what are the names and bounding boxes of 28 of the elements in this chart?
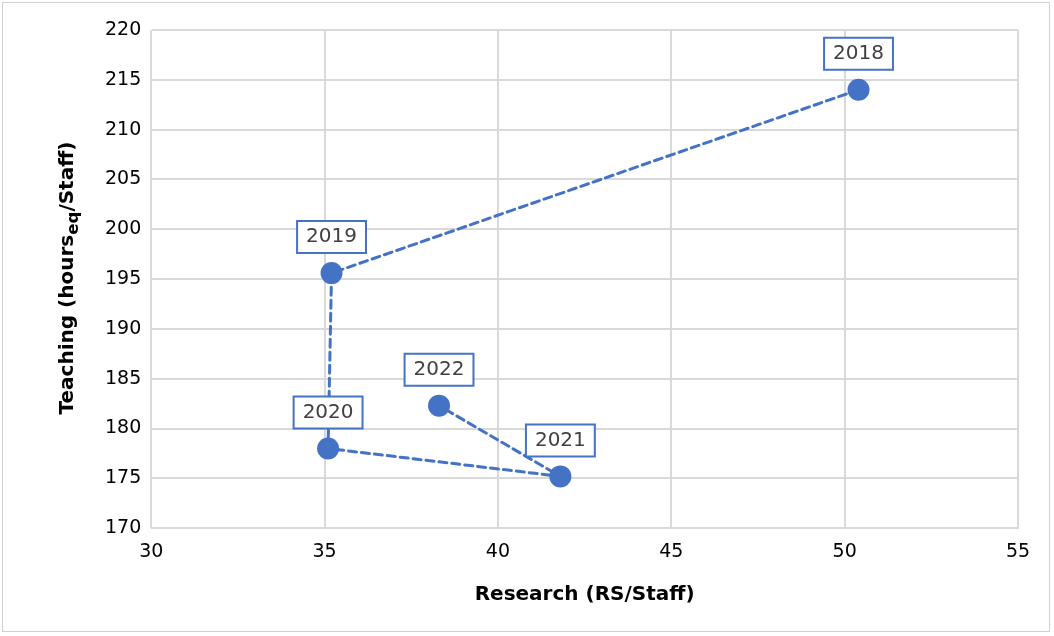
y-tick-label: 180 [105, 415, 142, 438]
y-tick-label: 195 [105, 266, 142, 289]
annotation: 2020 [302, 398, 354, 423]
y-tick-label: 170 [105, 515, 142, 538]
y-tick-label: 200 [105, 216, 142, 239]
point [317, 437, 340, 460]
x-tick-label: 35 [312, 538, 337, 561]
y-tick-label: 220 [105, 16, 142, 39]
x-tick-label: 50 [832, 538, 857, 561]
point [549, 465, 572, 488]
y-tick-label: 190 [105, 315, 142, 338]
x-tick-label: 30 [139, 538, 164, 561]
annotation: 2018 [833, 39, 884, 64]
x-tick-label: 55 [1005, 538, 1031, 561]
x-tick-label: 45 [659, 538, 684, 561]
point [320, 262, 343, 285]
y-tick-label: 185 [105, 365, 142, 388]
y-tick-label: 205 [105, 166, 142, 189]
y-tick-label: 210 [105, 116, 142, 139]
x-axis-title: Research (RS/Staff) [474, 581, 695, 606]
annotation: 2022 [413, 355, 465, 380]
point [847, 78, 870, 101]
y-tick-label: 175 [105, 465, 142, 488]
y-tick-label: 215 [105, 66, 142, 89]
annotation: 2019 [306, 223, 357, 248]
point [428, 394, 451, 417]
annotation: 2021 [534, 426, 586, 451]
x-tick-label: 40 [485, 538, 511, 561]
